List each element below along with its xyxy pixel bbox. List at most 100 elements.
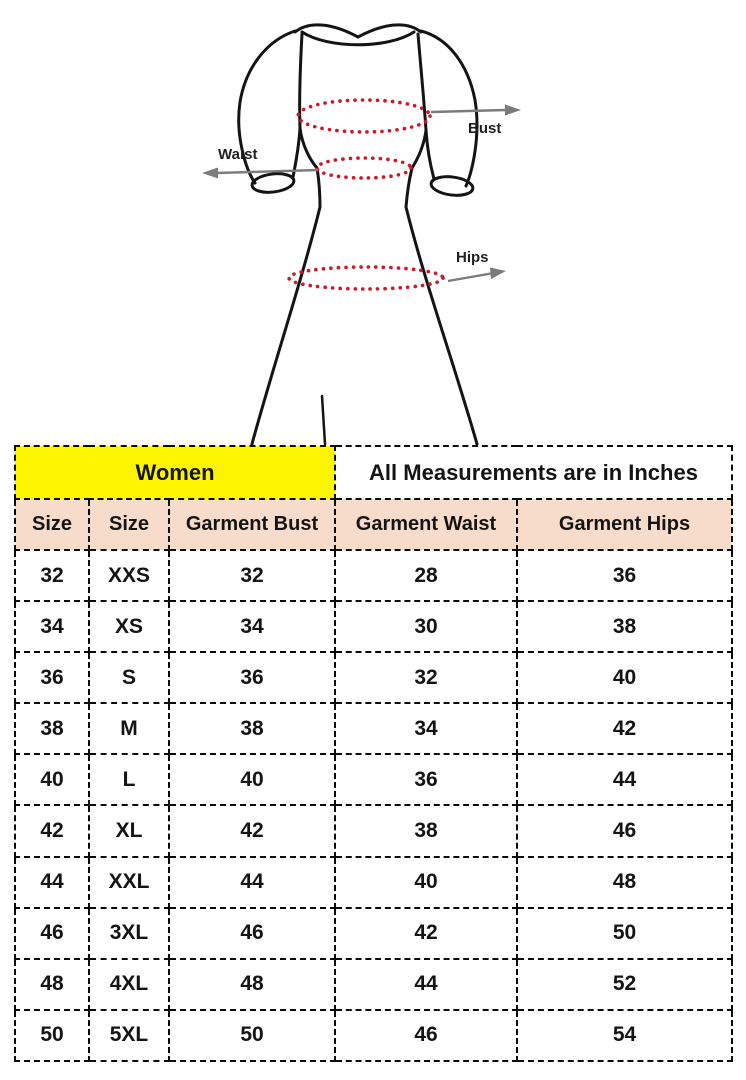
- table-row: 38 M 38 34 42: [14, 702, 733, 756]
- hips-arrow-icon: [447, 272, 492, 283]
- measurement-arrows: [202, 104, 521, 283]
- table-cell: 34: [334, 702, 518, 756]
- table-cell: 46: [516, 804, 733, 858]
- column-header-garment-waist: Garment Waist: [334, 498, 518, 551]
- table-cell: 38: [14, 702, 90, 756]
- table-cell: 54: [516, 1008, 733, 1063]
- table-cell: 44: [14, 855, 90, 909]
- table-cell: 46: [334, 1008, 518, 1063]
- table-cell: 28: [334, 548, 518, 603]
- table-cell: 38: [168, 702, 336, 756]
- table-row: 42 XL 42 38 46: [14, 804, 733, 858]
- left-bodice: [298, 32, 322, 209]
- waist-label: Waist: [218, 146, 257, 163]
- table-cell: 42: [334, 906, 518, 960]
- neckline-outer: [293, 23, 423, 39]
- hips-arrowhead-icon: [490, 267, 506, 279]
- table-cell: L: [88, 753, 170, 807]
- left-sleeve-outer: [237, 29, 297, 185]
- right-cuff: [429, 175, 475, 197]
- waist-measure-dots: [315, 156, 413, 180]
- table-cell: 50: [516, 906, 733, 960]
- table-cell: 46: [14, 906, 90, 960]
- table-cell: XS: [88, 600, 170, 654]
- hips-measure-dots: [287, 265, 445, 291]
- table-cell: 3XL: [88, 906, 170, 960]
- table-cell: 48: [14, 957, 90, 1011]
- measurements-header-cell: All Measurements are in Inches: [334, 445, 733, 500]
- table-cell: XXL: [88, 855, 170, 909]
- group-header-row: Women All Measurements are in Inches: [14, 445, 733, 500]
- skirt-left: [250, 205, 322, 445]
- table-cell: 36: [516, 548, 733, 603]
- table-cell: 40: [334, 855, 518, 909]
- column-header-garment-bust: Garment Bust: [168, 498, 336, 551]
- bust-arrow-icon: [430, 108, 507, 114]
- table-row: 46 3XL 46 42 50: [14, 906, 733, 960]
- table-row: 50 5XL 50 46 54: [14, 1008, 733, 1063]
- center-seam: [320, 394, 327, 445]
- table-cell: 36: [334, 753, 518, 807]
- table-cell: 50: [14, 1008, 90, 1063]
- table-cell: S: [88, 651, 170, 705]
- size-chart-table: Women All Measurements are in Inches Siz…: [14, 445, 733, 1063]
- women-header-cell: Women: [14, 445, 336, 500]
- skirt-right: [404, 205, 479, 445]
- table-row: 40 L 40 36 44: [14, 753, 733, 807]
- table-cell: 48: [168, 957, 336, 1011]
- waist-arrowhead-icon: [202, 167, 218, 179]
- waist-arrow-icon: [216, 168, 319, 175]
- size-table-body: 32 XXS 32 28 36 34 XS 34 30 38 36 S 36 32 40 38 M 38 34 42 4…: [14, 548, 733, 1063]
- table-cell: 5XL: [88, 1008, 170, 1063]
- table-row: 36 S 36 32 40: [14, 651, 733, 705]
- dress-measurement-diagram: Bust Waist Hips: [0, 0, 746, 445]
- column-header-garment-hips: Garment Hips: [516, 498, 733, 551]
- table-cell: 42: [516, 702, 733, 756]
- table-cell: 44: [168, 855, 336, 909]
- dress-outline-diagram: Bust Waist Hips: [202, 23, 521, 445]
- hips-label: Hips: [456, 249, 489, 266]
- table-cell: 30: [334, 600, 518, 654]
- table-cell: 42: [14, 804, 90, 858]
- right-sleeve-outer: [419, 29, 479, 188]
- table-cell: 40: [14, 753, 90, 807]
- table-cell: 40: [516, 651, 733, 705]
- table-cell: 38: [334, 804, 518, 858]
- table-row: 34 XS 34 30 38: [14, 600, 733, 654]
- table-cell: 44: [334, 957, 518, 1011]
- right-sleeve-inner: [424, 128, 436, 181]
- table-cell: 36: [14, 651, 90, 705]
- table-cell: 36: [168, 651, 336, 705]
- table-cell: 32: [334, 651, 518, 705]
- bust-arrowhead-icon: [505, 104, 521, 116]
- dress-outline: [237, 23, 479, 445]
- measurement-lines: [287, 98, 445, 291]
- table-row: 44 XXL 44 40 48: [14, 855, 733, 909]
- left-cuff: [250, 172, 296, 194]
- column-header-size-letter: Size: [88, 498, 170, 551]
- table-cell: XXS: [88, 548, 170, 603]
- table-cell: 32: [14, 548, 90, 603]
- table-cell: 50: [168, 1008, 336, 1063]
- table-cell: 34: [14, 600, 90, 654]
- table-cell: 40: [168, 753, 336, 807]
- table-cell: 52: [516, 957, 733, 1011]
- table-cell: M: [88, 702, 170, 756]
- table-cell: 38: [516, 600, 733, 654]
- bust-measure-dots: [296, 98, 432, 134]
- column-header-row: Size Size Garment Bust Garment Waist Gar…: [14, 498, 733, 551]
- table-row: 32 XXS 32 28 36: [14, 548, 733, 603]
- table-cell: 42: [168, 804, 336, 858]
- table-row: 48 4XL 48 44 52: [14, 957, 733, 1011]
- table-cell: XL: [88, 804, 170, 858]
- column-header-size-numeric: Size: [14, 498, 90, 551]
- bust-label: Bust: [468, 120, 501, 137]
- table-cell: 4XL: [88, 957, 170, 1011]
- neckline-collar: [300, 30, 416, 47]
- table-cell: 48: [516, 855, 733, 909]
- table-cell: 32: [168, 548, 336, 603]
- table-cell: 46: [168, 906, 336, 960]
- right-bodice: [404, 32, 428, 209]
- table-cell: 34: [168, 600, 336, 654]
